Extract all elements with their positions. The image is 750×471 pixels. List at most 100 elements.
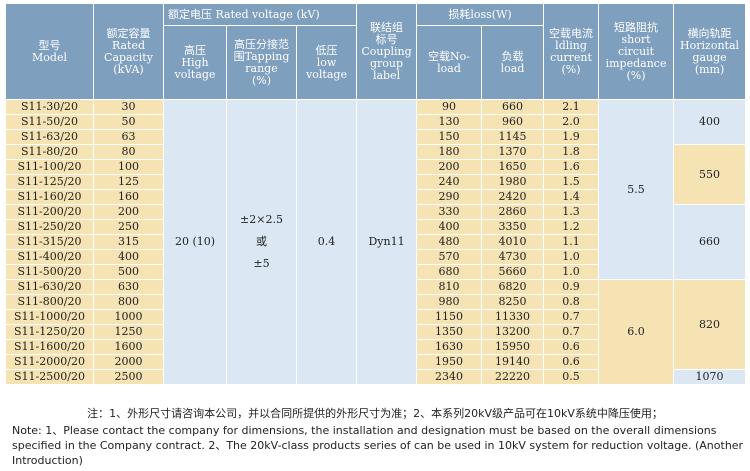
cell-load: 3350 bbox=[481, 219, 545, 235]
cell-model: S11-200/20 bbox=[5, 204, 94, 220]
cell-gauge-e: 1070 bbox=[673, 369, 747, 385]
cell-model: S11-1000/20 bbox=[5, 309, 94, 325]
cell-capacity: 1000 bbox=[93, 309, 164, 325]
header-idle-current: 空载电流 ldling current (%) bbox=[543, 3, 600, 100]
header-capacity: 额定容量 Rated Capacity (kVA) bbox=[93, 3, 164, 100]
header-high-voltage: 高压 High voltage bbox=[163, 25, 227, 100]
cell-load: 19140 bbox=[481, 354, 545, 370]
table-row: S11-125/20 125 240 1980 1.5 bbox=[5, 174, 746, 190]
cell-model: S11-80/20 bbox=[5, 144, 94, 160]
cell-impedance-a: 5.5 bbox=[598, 99, 675, 280]
cell-capacity: 315 bbox=[93, 234, 164, 250]
cell-capacity: 30 bbox=[93, 99, 164, 115]
table-row: S11-250/20 250 400 3350 1.2 bbox=[5, 219, 746, 235]
cell-capacity: 800 bbox=[93, 294, 164, 310]
cell-model: S11-63/20 bbox=[5, 129, 94, 145]
cell-coupling: Dyn11 bbox=[356, 99, 418, 385]
cell-model: S11-30/20 bbox=[5, 99, 94, 115]
table-row: S11-2500/20 2500 2340 22220 0.5 1070 bbox=[5, 369, 747, 385]
cell-load: 13200 bbox=[481, 324, 545, 340]
cell-capacity: 80 bbox=[93, 144, 164, 160]
table-row: S11-1000/20 1000 1150 11330 0.7 bbox=[5, 309, 746, 325]
cell-impedance-b: 6.0 bbox=[598, 279, 675, 385]
cell-capacity: 160 bbox=[93, 189, 164, 205]
cell-noload: 90 bbox=[416, 99, 483, 115]
table-row: S11-2000/20 2000 1950 19140 0.6 bbox=[5, 354, 746, 370]
cell-noload: 1950 bbox=[416, 354, 483, 370]
cell-model: S11-2500/20 bbox=[5, 369, 94, 385]
cell-load: 4010 bbox=[481, 234, 545, 250]
note-english: Note: 1、Please contact the company for d… bbox=[12, 424, 744, 467]
header-load-loss: 负载 load bbox=[481, 25, 545, 100]
header-low-voltage: 低压 low voltage bbox=[295, 25, 358, 100]
cell-capacity: 1250 bbox=[93, 324, 164, 340]
cell-idle: 1.8 bbox=[543, 144, 600, 160]
table-row: S11-315/20 315 480 4010 1.1 bbox=[5, 234, 746, 250]
header-gauge: 横向轨距 Horizontal gauge (mm) bbox=[673, 3, 747, 100]
cell-noload: 1150 bbox=[416, 309, 483, 325]
cell-noload: 680 bbox=[416, 264, 483, 280]
cell-noload: 570 bbox=[416, 249, 483, 265]
cell-noload: 400 bbox=[416, 219, 483, 235]
cell-model: S11-125/20 bbox=[5, 174, 94, 190]
cell-load: 8250 bbox=[481, 294, 545, 310]
table-row: S11-630/20 630 810 6820 0.9 6.0 820 bbox=[5, 279, 747, 385]
cell-idle: 0.7 bbox=[543, 309, 600, 325]
cell-model: S11-160/20 bbox=[5, 189, 94, 205]
cell-model: S11-315/20 bbox=[5, 234, 94, 250]
cell-model: S11-630/20 bbox=[5, 279, 94, 295]
cell-high-voltage: 20 (10) bbox=[163, 99, 227, 385]
cell-noload: 180 bbox=[416, 144, 483, 160]
cell-idle: 0.9 bbox=[543, 279, 600, 295]
cell-load: 22220 bbox=[481, 369, 545, 385]
cell-load: 1650 bbox=[481, 159, 545, 175]
cell-model: S11-100/20 bbox=[5, 159, 94, 175]
cell-capacity: 63 bbox=[93, 129, 164, 145]
table-row: S11-800/20 800 980 8250 0.8 bbox=[5, 294, 746, 310]
cell-capacity: 2000 bbox=[93, 354, 164, 370]
transformer-spec-table: 型号 Model 额定容量 Rated Capacity (kVA) 额定电压 … bbox=[5, 2, 747, 385]
cell-tapping-range: ±2×2.5 或 ±5 bbox=[226, 99, 297, 385]
cell-noload: 240 bbox=[416, 174, 483, 190]
cell-idle: 2.1 bbox=[543, 99, 600, 115]
table-row: S11-50/20 50 130 960 2.0 bbox=[5, 114, 746, 130]
cell-gauge-a: 400 bbox=[673, 99, 747, 145]
cell-model: S11-1250/20 bbox=[5, 324, 94, 340]
cell-idle: 1.4 bbox=[543, 189, 600, 205]
table-row: S11-30/20 30 20 (10) ±2×2.5 或 ±5 0.4 Dyn… bbox=[5, 99, 747, 385]
header-noload-loss: 空载No- load bbox=[416, 25, 483, 100]
cell-model: S11-400/20 bbox=[5, 249, 94, 265]
cell-capacity: 400 bbox=[93, 249, 164, 265]
cell-idle: 1.2 bbox=[543, 219, 600, 235]
cell-capacity: 100 bbox=[93, 159, 164, 175]
header-tapping-range: 高压分接范 围Tapping range (%) bbox=[226, 25, 297, 100]
cell-idle: 1.0 bbox=[543, 249, 600, 265]
cell-capacity: 630 bbox=[93, 279, 164, 295]
cell-load: 11330 bbox=[481, 309, 545, 325]
header-rated-voltage: 额定电压 Rated voltage (kV) bbox=[162, 2, 358, 27]
cell-noload: 1350 bbox=[416, 324, 483, 340]
table-row: S11-1250/20 1250 1350 13200 0.7 bbox=[5, 324, 746, 340]
cell-low-voltage: 0.4 bbox=[295, 99, 358, 385]
cell-model: S11-250/20 bbox=[5, 219, 94, 235]
cell-model: S11-800/20 bbox=[5, 294, 94, 310]
note-chinese: 注：1、外形尺寸请咨询本公司，并以合同所提供的外形尺寸为准；2、本系列20kV级… bbox=[87, 407, 663, 420]
cell-idle: 0.8 bbox=[543, 294, 600, 310]
cell-noload: 2340 bbox=[416, 369, 483, 385]
cell-gauge-d: 820 bbox=[673, 279, 747, 370]
cell-load: 6820 bbox=[481, 279, 545, 295]
cell-load: 15950 bbox=[481, 339, 545, 355]
cell-idle: 0.5 bbox=[543, 369, 600, 385]
cell-idle: 1.5 bbox=[543, 174, 600, 190]
header-loss: 损耗loss(W) bbox=[416, 2, 545, 27]
header-impedance: 短路阻抗 short circuit impedance (%) bbox=[598, 3, 675, 100]
cell-capacity: 2500 bbox=[93, 369, 164, 385]
cell-noload: 810 bbox=[416, 279, 483, 295]
cell-capacity: 250 bbox=[93, 219, 164, 235]
table-row: S11-500/20 500 680 5660 1.0 bbox=[5, 264, 746, 280]
table-row: S11-80/20 80 180 1370 1.8 550 bbox=[5, 144, 747, 205]
cell-capacity: 125 bbox=[93, 174, 164, 190]
header-coupling: 联结组 标号 Coupling group label bbox=[356, 3, 418, 100]
cell-gauge-b: 550 bbox=[673, 144, 747, 205]
